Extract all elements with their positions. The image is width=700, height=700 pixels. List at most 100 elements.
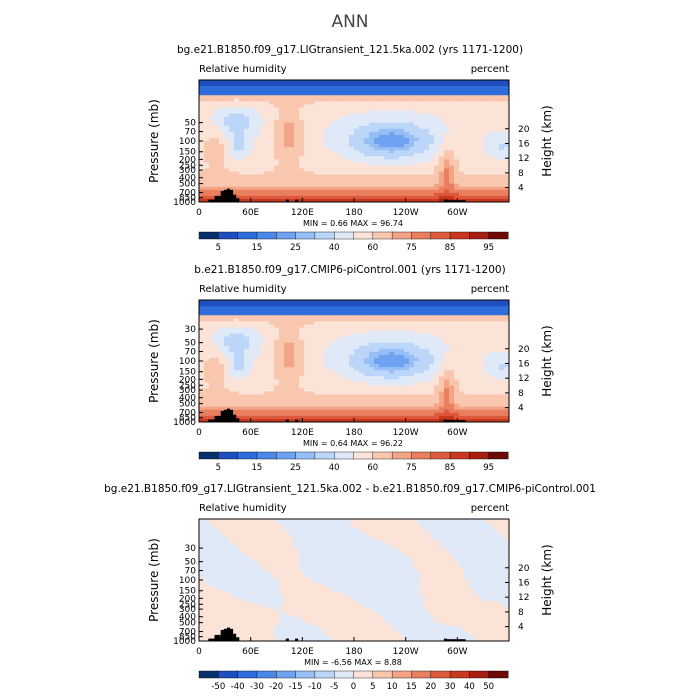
field-cell (499, 315, 505, 319)
field-cell (299, 171, 305, 175)
field-cell (229, 321, 235, 325)
field-cell (439, 137, 445, 142)
field-cell (244, 367, 250, 371)
field-cell (289, 370, 295, 374)
field-cell (324, 150, 330, 154)
field-cell (494, 382, 500, 386)
field-cell (339, 153, 345, 157)
field-cell (284, 89, 290, 93)
field-cell (264, 315, 270, 319)
field-cell (429, 107, 435, 111)
field-cell (209, 177, 215, 182)
field-cell (354, 113, 360, 117)
field-cell (309, 403, 315, 408)
field-cell (459, 116, 465, 121)
field-cell (444, 83, 450, 87)
field-cell (399, 379, 405, 383)
field-cell (299, 116, 305, 121)
field-cell (229, 318, 235, 322)
field-cell (419, 86, 425, 90)
field-cell (264, 131, 270, 136)
field-cell (429, 382, 435, 386)
field-cell (319, 165, 325, 169)
field-cell (204, 192, 210, 197)
field-cell (199, 300, 205, 304)
field-cell (304, 388, 310, 392)
field-cell (209, 192, 215, 197)
topography-mask (208, 188, 466, 202)
field-cell (449, 364, 455, 368)
field-cell (404, 83, 410, 87)
field-cell (499, 388, 505, 392)
field-cell (359, 342, 365, 347)
field-cell (349, 315, 355, 319)
field-cell (374, 119, 380, 124)
field-cell (304, 391, 310, 395)
field-cell (429, 150, 435, 154)
field-cell (309, 159, 315, 163)
field-cell (474, 198, 480, 203)
field-cell (264, 107, 270, 111)
field-cell (379, 144, 385, 148)
field-cell (489, 415, 495, 420)
field-cell (344, 98, 350, 102)
field-cell (329, 153, 335, 157)
field-cell (439, 186, 445, 191)
field-cell (344, 116, 350, 121)
field-cell (244, 156, 250, 160)
field-cell (404, 137, 410, 142)
field-cell (264, 333, 270, 337)
field-cell (489, 89, 495, 93)
field-cell (384, 379, 390, 383)
field-cell (439, 382, 445, 386)
field-cell (399, 162, 405, 166)
field-cell (249, 131, 255, 136)
field-cell (304, 373, 310, 377)
field-cell (299, 92, 305, 96)
field-cell (449, 186, 455, 191)
field-cell (494, 321, 500, 325)
field-cell (429, 333, 435, 337)
field-cell (234, 388, 240, 392)
field-cell (269, 306, 275, 310)
field-cell (499, 183, 505, 188)
field-cell (249, 348, 255, 353)
field-cell (309, 361, 315, 365)
field-cell (454, 385, 460, 389)
field-cell (384, 128, 390, 133)
field-cell (309, 370, 315, 374)
field-cell (484, 141, 490, 145)
field-cell (449, 403, 455, 408)
field-cell (464, 406, 470, 411)
field-cell (204, 174, 210, 178)
field-cell (269, 394, 275, 398)
field-cell (344, 406, 350, 411)
field-cell (429, 192, 435, 197)
field-cell (224, 153, 230, 157)
field-cell (469, 397, 475, 402)
field-cell (479, 113, 485, 117)
field-cell (204, 150, 210, 154)
field-cell (329, 336, 335, 341)
field-cell (334, 333, 340, 337)
field-cell (294, 400, 300, 405)
field-cell (504, 180, 510, 185)
field-cell (299, 348, 305, 353)
field-cell (479, 318, 485, 322)
field-cell (279, 327, 285, 331)
field-cell (209, 134, 215, 139)
field-cell (484, 80, 490, 84)
field-cell (389, 312, 395, 316)
field-cell (229, 150, 235, 154)
field-cell (409, 354, 415, 359)
field-cell (479, 333, 485, 337)
field-cell (414, 336, 420, 341)
field-cell (214, 333, 220, 337)
field-cell (314, 198, 320, 203)
field-cell (269, 150, 275, 154)
field-cell (369, 415, 375, 420)
field-cell (299, 177, 305, 182)
field-cell (309, 342, 315, 347)
field-cell (499, 412, 505, 417)
field-cell (304, 92, 310, 96)
